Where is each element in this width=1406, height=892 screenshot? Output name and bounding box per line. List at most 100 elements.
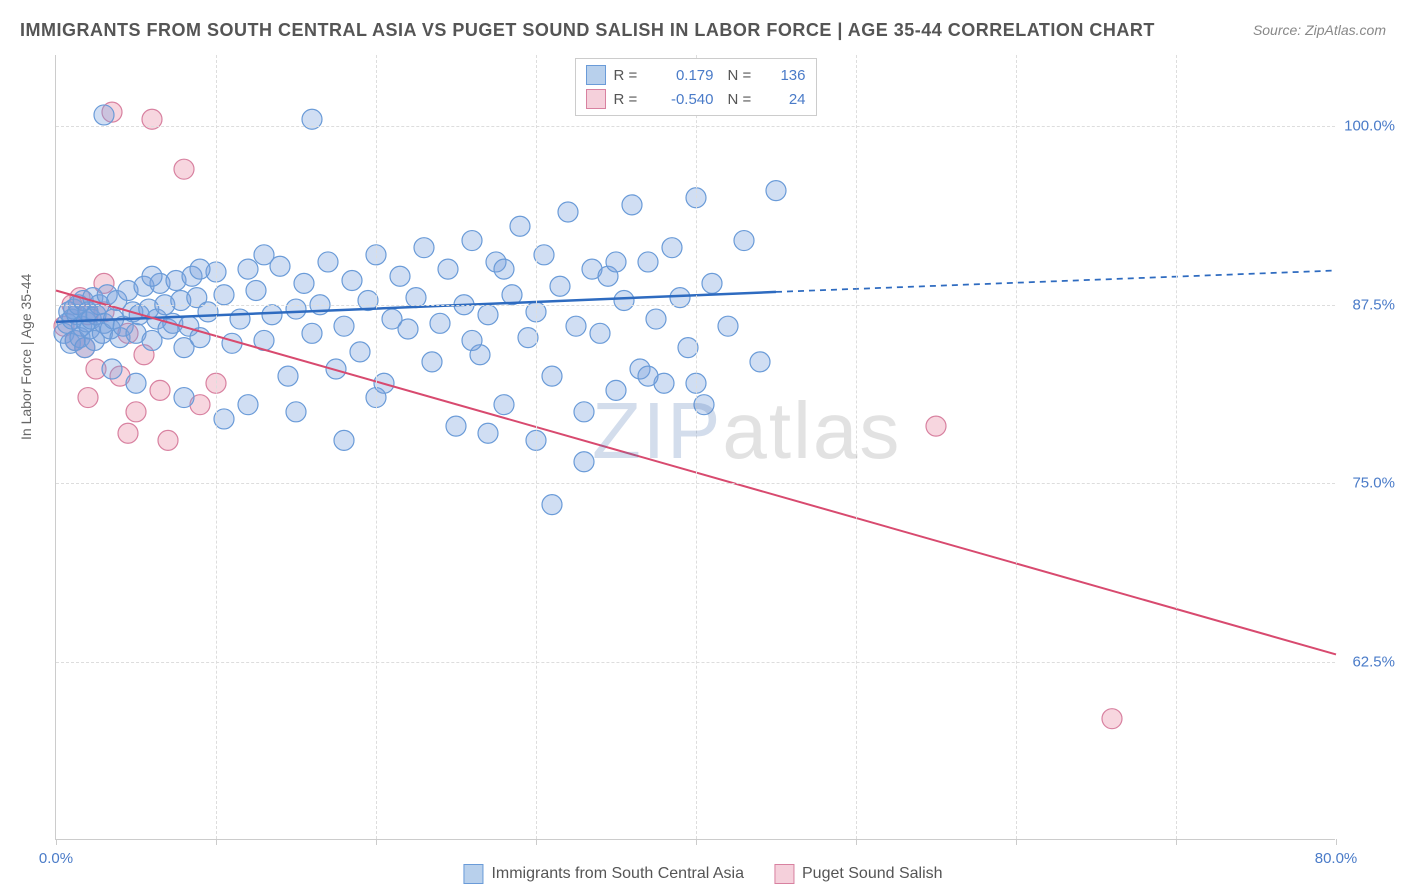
x-tick-label: 0.0% [39,850,73,867]
scatter-point [478,305,498,325]
chart-title: IMMIGRANTS FROM SOUTH CENTRAL ASIA VS PU… [20,20,1155,41]
scatter-point [518,328,538,348]
y-tick-label: 100.0% [1340,118,1395,135]
n-label: N = [728,91,758,108]
scatter-point [150,380,170,400]
chart-plot-area: R = 0.179 N = 136 R = -0.540 N = 24 ZIPa… [55,55,1335,840]
scatter-point [390,266,410,286]
scatter-point [94,105,114,125]
legend-swatch-2 [586,89,606,109]
scatter-point [422,352,442,372]
y-tick-label: 87.5% [1340,296,1395,313]
scatter-point [678,338,698,358]
scatter-point [606,380,626,400]
n-label: N = [728,67,758,84]
scatter-point [638,366,658,386]
scatter-point [462,330,482,350]
scatter-point [662,238,682,258]
scatter-point [238,259,258,279]
scatter-point [174,388,194,408]
chart-source: Source: ZipAtlas.com [1253,22,1386,38]
scatter-point [230,309,250,329]
scatter-point [566,316,586,336]
scatter-point [718,316,738,336]
scatter-point [126,373,146,393]
n-value-1: 136 [766,67,806,84]
scatter-point [494,395,514,415]
scatter-point [430,313,450,333]
scatter-point [574,452,594,472]
legend-item-1: Immigrants from South Central Asia [463,864,744,884]
legend-row-series-2: R = -0.540 N = 24 [586,87,806,111]
x-tick-label: 80.0% [1315,850,1358,867]
r-label: R = [614,91,646,108]
scatter-point [478,423,498,443]
scatter-point [534,245,554,265]
scatter-point [238,395,258,415]
scatter-point [494,259,514,279]
scatter-point [542,366,562,386]
scatter-point [638,252,658,272]
y-axis-label: In Labor Force | Age 35-44 [18,274,34,440]
scatter-point [614,290,634,310]
legend-item-2: Puget Sound Salish [774,864,943,884]
scatter-point [750,352,770,372]
scatter-point [446,416,466,436]
legend-swatch-bottom-1 [463,864,483,884]
scatter-point [118,423,138,443]
scatter-point [1102,709,1122,729]
scatter-point [126,402,146,422]
scatter-point [590,323,610,343]
scatter-point [142,266,162,286]
scatter-point [438,259,458,279]
scatter-point [254,245,274,265]
scatter-point [262,305,282,325]
scatter-point [214,409,234,429]
scatter-point [158,430,178,450]
n-value-2: 24 [766,91,806,108]
scatter-point [102,359,122,379]
r-value-1: 0.179 [654,67,714,84]
legend-label-1: Immigrants from South Central Asia [491,865,744,883]
scatter-point [542,495,562,515]
r-value-2: -0.540 [654,91,714,108]
scatter-point [414,238,434,258]
scatter-point [214,285,234,305]
legend-row-series-1: R = 0.179 N = 136 [586,63,806,87]
scatter-point [174,159,194,179]
scatter-point [294,273,314,293]
scatter-point [190,259,210,279]
scatter-point [510,216,530,236]
scatter-point [302,323,322,343]
scatter-point [734,231,754,251]
scatter-point [462,231,482,251]
scatter-point [766,181,786,201]
legend-swatch-1 [586,65,606,85]
y-tick-label: 75.0% [1340,475,1395,492]
scatter-point [622,195,642,215]
scatter-point [926,416,946,436]
scatter-point [246,281,266,301]
scatter-point [286,402,306,422]
scatter-point [558,202,578,222]
scatter-point [574,402,594,422]
scatter-point [334,316,354,336]
scatter-point [278,366,298,386]
scatter-point [646,309,666,329]
scatter-point [550,276,570,296]
scatter-point [334,430,354,450]
correlation-legend: R = 0.179 N = 136 R = -0.540 N = 24 [575,58,817,116]
legend-label-2: Puget Sound Salish [802,865,943,883]
scatter-point [398,319,418,339]
regression-line-extrapolated [776,271,1336,292]
scatter-point [606,252,626,272]
legend-swatch-bottom-2 [774,864,794,884]
scatter-point [286,299,306,319]
series-legend: Immigrants from South Central Asia Puget… [463,864,942,884]
scatter-point [350,342,370,362]
scatter-point [342,271,362,291]
y-tick-label: 62.5% [1340,653,1395,670]
r-label: R = [614,67,646,84]
scatter-point [78,388,98,408]
scatter-point [318,252,338,272]
